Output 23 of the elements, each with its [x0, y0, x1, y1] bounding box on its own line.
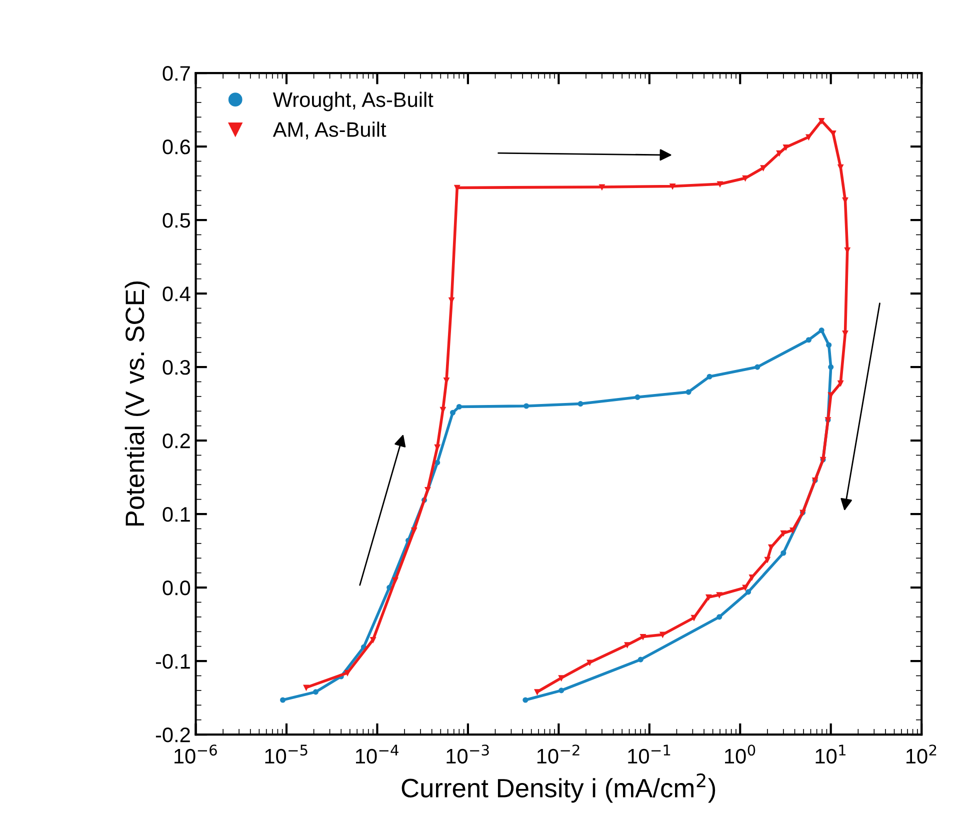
x-tick-label: 10$^{−6}$ [174, 744, 217, 764]
y-axis-title: Potential (V vs. SCE) [124, 282, 150, 526]
y-tick-label: 0.0 [162, 580, 190, 596]
x-tick-label: 10$^{0}$ [725, 744, 756, 764]
x-tick-label: 10$^{−5}$ [265, 744, 308, 764]
y-tick-label: -0.1 [156, 654, 190, 669]
x-tick-label: 10$^{−1}$ [628, 744, 670, 764]
legend-label: Wrought, As-Built [272, 92, 434, 112]
y-tick-label: 0.7 [162, 66, 190, 81]
y-tick-label: 0.2 [162, 434, 190, 448]
legend-label: AM, As-Built [272, 122, 386, 140]
x-axis-title: Current Density i (mA/cm$^{2}$) [402, 773, 716, 803]
y-tick-label: 0.3 [162, 360, 190, 375]
y-tick-label: -0.2 [156, 728, 190, 742]
x-tick-label: 10$^{1}$ [816, 744, 846, 764]
x-tick-label: 10$^{−2}$ [537, 744, 580, 764]
y-tick-label: 0.6 [162, 140, 190, 154]
x-tick-label: 10$^{2}$ [906, 744, 936, 764]
y-tick-label: 0.1 [162, 507, 190, 522]
y-tick-label: 0.4 [162, 286, 190, 302]
y-tick-label: 0.5 [162, 213, 190, 228]
x-tick-label: 10$^{−4}$ [356, 744, 398, 764]
x-tick-label: 10$^{−3}$ [446, 744, 489, 764]
